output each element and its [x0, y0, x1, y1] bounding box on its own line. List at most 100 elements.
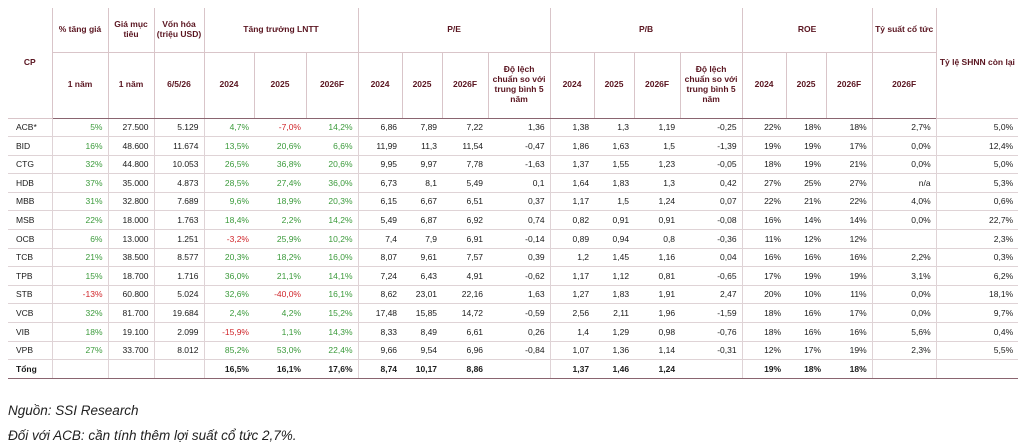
cell-pe24: 6,86	[358, 118, 403, 138]
cell-pe_sd: 0,1	[488, 173, 551, 193]
header-row-top: CP % tăng giá Giá mục tiêu Vốn hóa (triệ…	[8, 8, 1019, 119]
sub-header-roe-2026f: 2026F	[826, 52, 873, 119]
cell-pb_sd: -0,76	[680, 322, 743, 342]
sub-header-pb-2025: 2025	[594, 52, 635, 119]
cell-target: 13.000	[108, 229, 155, 249]
cell-shnn: 18,1%	[936, 285, 1019, 305]
cell-g25: 1,1%	[254, 322, 306, 342]
cell-mcap: 5.024	[154, 285, 205, 305]
cell-g24: 9,6%	[204, 192, 254, 212]
cell-g25: 25,9%	[254, 229, 306, 249]
cell-pb25: 1,45	[594, 248, 635, 268]
cell-roe25: 16%	[786, 303, 827, 324]
cell-div: 0,0%	[872, 285, 937, 305]
cell-pe26: 7,78	[442, 155, 489, 175]
cell-pb24: 1,4	[550, 322, 595, 342]
cell-pe26: 6,91	[442, 229, 489, 249]
cell-pb24: 2,56	[550, 303, 595, 324]
cell-pe_sd: 0,39	[488, 248, 551, 268]
cell-shnn: 6,2%	[936, 266, 1019, 286]
header-market-cap: Vốn hóa (triệu USD)	[154, 8, 205, 53]
cell-mcap: 8.012	[154, 341, 205, 361]
cell-g26: 16,1%	[306, 285, 359, 305]
bank-valuation-table: CP % tăng giá Giá mục tiêu Vốn hóa (triệ…	[8, 8, 1019, 379]
cell-shnn: 5,0%	[936, 118, 1019, 138]
cell-target: 81.700	[108, 303, 155, 324]
cell-target: 32.800	[108, 192, 155, 212]
total-cell-pb26: 1,24	[634, 359, 681, 379]
cell-shnn: 0,3%	[936, 248, 1019, 268]
cell-pe_sd: -0,84	[488, 341, 551, 361]
cell-pe26: 14,72	[442, 303, 489, 324]
cell-cp: STB	[8, 285, 53, 305]
cell-cp: CTG	[8, 155, 53, 175]
cell-roe25: 10%	[786, 285, 827, 305]
cell-div	[872, 229, 937, 249]
cell-g24: 26,5%	[204, 155, 254, 175]
cell-pb_sd: -0,05	[680, 155, 743, 175]
table-row: VIB 18% 19.100 2.099 -15,9% 1,1% 14,3% 8,33 8,49…	[8, 322, 1019, 342]
cell-mcap: 7.689	[154, 192, 205, 212]
cell-roe24: 16%	[742, 210, 787, 231]
total-cell-empty	[872, 359, 937, 379]
cell-roe24: 20%	[742, 285, 787, 305]
cell-target: 18.000	[108, 210, 155, 231]
cell-pe26: 11,54	[442, 136, 489, 156]
total-cell-g24: 16,5%	[204, 359, 254, 379]
cell-pb_sd: 0,04	[680, 248, 743, 268]
cell-pb_sd: 0,07	[680, 192, 743, 212]
cell-div: 3,1%	[872, 266, 937, 286]
cell-pb26: 1,24	[634, 192, 681, 212]
cell-pb24: 0,82	[550, 210, 595, 231]
acb-dividend-note: Đối với ACB: cần tính thêm lợi suất cổ t…	[8, 428, 297, 443]
cell-target: 60.800	[108, 285, 155, 305]
cell-pb25: 1,83	[594, 285, 635, 305]
cell-g24: 20,3%	[204, 248, 254, 268]
cell-pe26: 5,49	[442, 173, 489, 193]
sub-header-pe-2024: 2024	[358, 52, 403, 119]
cell-pe24: 8,62	[358, 285, 403, 305]
sub-header-dividend-2026f: 2026F	[872, 52, 937, 119]
cell-pe26: 4,91	[442, 266, 489, 286]
cell-roe24: 22%	[742, 118, 787, 138]
cell-shnn: 5,5%	[936, 341, 1019, 361]
cell-g25: 27,4%	[254, 173, 306, 193]
total-cell-pe26: 8,86	[442, 359, 489, 379]
cell-roe25: 16%	[786, 322, 827, 342]
cell-g26: 10,2%	[306, 229, 359, 249]
cell-pe24: 7,24	[358, 266, 403, 286]
cell-roe25: 12%	[786, 229, 827, 249]
cell-roe25: 17%	[786, 341, 827, 361]
cell-g26: 14,1%	[306, 266, 359, 286]
total-cell-g25: 16,1%	[254, 359, 306, 379]
cell-pb26: 1,23	[634, 155, 681, 175]
cell-pct: 5%	[52, 118, 109, 138]
total-cell-empty	[680, 359, 743, 379]
cell-roe25: 19%	[786, 136, 827, 156]
cell-cp: MSB	[8, 210, 53, 231]
cell-div: 2,3%	[872, 341, 937, 361]
total-cell-pe24: 8,74	[358, 359, 403, 379]
cell-roe25: 25%	[786, 173, 827, 193]
cell-pb_sd: -0,65	[680, 266, 743, 286]
cell-pe24: 11,99	[358, 136, 403, 156]
total-cell-roe24: 19%	[742, 359, 787, 379]
cell-shnn: 0,4%	[936, 322, 1019, 342]
cell-pb25: 1,63	[594, 136, 635, 156]
cell-roe25: 19%	[786, 266, 827, 286]
cell-mcap: 5.129	[154, 118, 205, 138]
cell-pct: 31%	[52, 192, 109, 212]
cell-cp: VIB	[8, 322, 53, 342]
cell-g24: 32,6%	[204, 285, 254, 305]
cell-roe25: 21%	[786, 192, 827, 212]
cell-pe26: 6,51	[442, 192, 489, 212]
cell-pe26: 7,57	[442, 248, 489, 268]
cell-pe24: 8,33	[358, 322, 403, 342]
cell-roe26: 27%	[826, 173, 873, 193]
cell-pe24: 6,73	[358, 173, 403, 193]
cell-pb26: 1,14	[634, 341, 681, 361]
cell-g24: 85,2%	[204, 341, 254, 361]
cell-pe24: 8,07	[358, 248, 403, 268]
total-cell-empty	[488, 359, 551, 379]
sub-header-pct-1y: 1 năm	[52, 52, 109, 119]
